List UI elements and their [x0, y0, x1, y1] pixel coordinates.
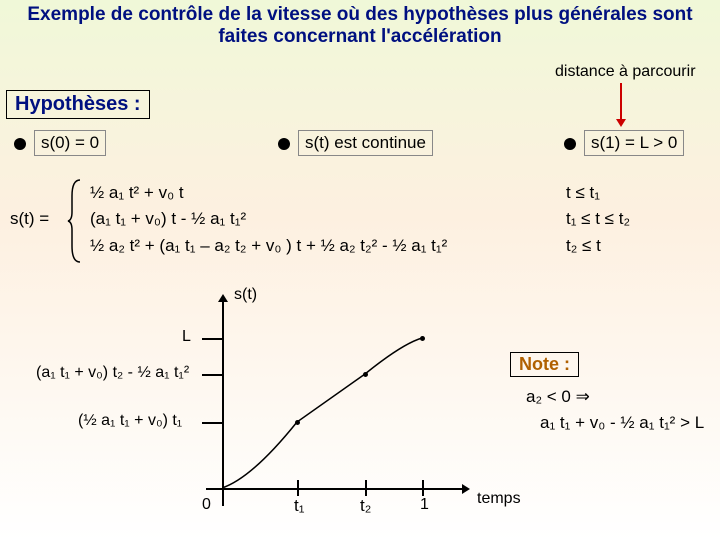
piecewise-row-3: ½ a₂ t² + (a₁ t₁ – a₂ t₂ + v₀ ) t + ½ a₂… [90, 233, 447, 259]
distance-label: distance à parcourir [555, 63, 696, 81]
y-tick [202, 422, 222, 424]
note-header: Note : [510, 352, 579, 377]
x-axis-label: temps [477, 490, 521, 508]
piecewise-cond-3: t₂ ≤ t [566, 233, 630, 259]
curve-point [363, 372, 368, 377]
y-tick [202, 338, 222, 340]
x-tick-label-0: 0 [202, 496, 211, 514]
piecewise-cond-2: t₁ ≤ t ≤ t₂ [566, 206, 630, 232]
y-tick-label-mid: (a₁ t₁ + v₀) t₂ - ½ a₁ t₁² [36, 364, 189, 382]
note-body: a₂ < 0 ⇒ a₁ t₁ + v₀ - ½ a₁ t₁² > L [526, 384, 704, 435]
y-tick-label-L: L [182, 328, 191, 346]
hypothesis-1: s(0) = 0 [34, 130, 106, 156]
distance-arrow [620, 83, 622, 121]
piecewise-row-1: ½ a₁ t² + v₀ t [90, 180, 447, 206]
curve-line [222, 300, 462, 500]
curve-point [295, 420, 300, 425]
hypothesis-2: s(t) est continue [298, 130, 433, 156]
piecewise-cond-1: t ≤ t₁ [566, 180, 630, 206]
note-line-1: a₂ < 0 ⇒ [526, 384, 704, 410]
bullet-icon [564, 138, 576, 150]
page-title: Exemple de contrôle de la vitesse où des… [14, 4, 706, 49]
st-chart: s(t) L (a₁ t₁ + v₀) t₂ - ½ a₁ t₁² (½ a₁ … [34, 290, 454, 520]
left-brace-icon [66, 178, 84, 264]
hypothesis-3: s(1) = L > 0 [584, 130, 684, 156]
note-line-2: a₁ t₁ + v₀ - ½ a₁ t₁² > L [526, 410, 704, 436]
bullet-icon [278, 138, 290, 150]
piecewise-row-2: (a₁ t₁ + v₀) t - ½ a₁ t₁² [90, 206, 447, 232]
bullet-icon [14, 138, 26, 150]
curve-point [420, 336, 425, 341]
y-tick [202, 374, 222, 376]
hypotheses-header: Hypothèses : [6, 90, 150, 119]
y-tick-label-low: (½ a₁ t₁ + v₀) t₁ [78, 412, 182, 430]
piecewise-lhs: s(t) = [10, 206, 49, 232]
